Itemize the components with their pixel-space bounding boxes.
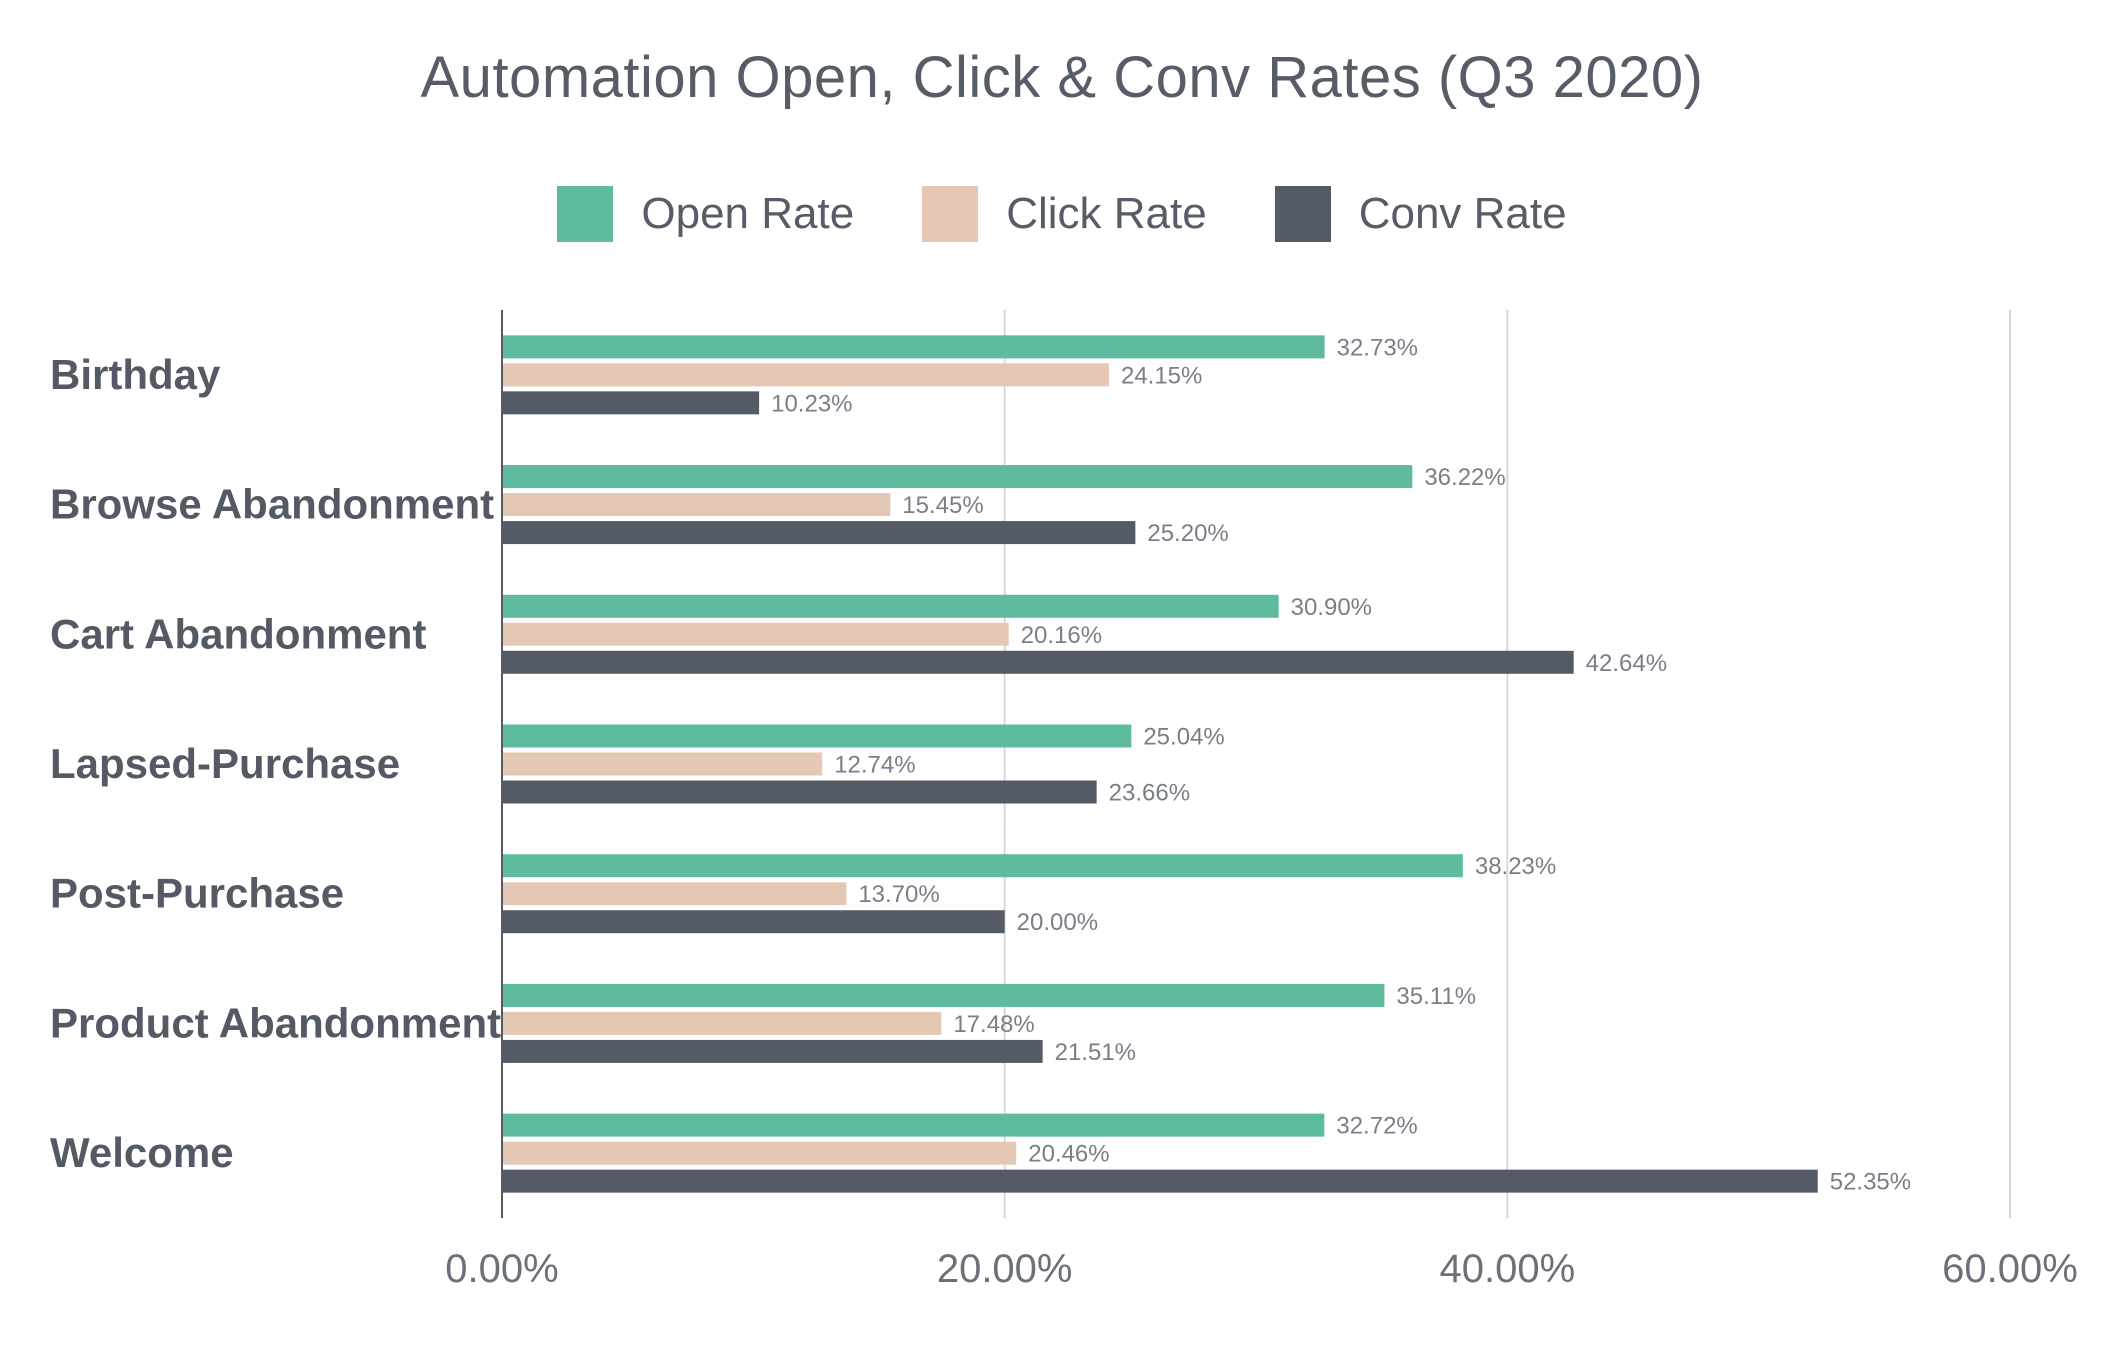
bar — [502, 854, 1463, 878]
x-tick-label: 0.00% — [445, 1247, 558, 1291]
legend-swatch — [1274, 186, 1331, 242]
bar — [502, 650, 1574, 674]
legend-label: Click Rate — [1006, 189, 1207, 238]
category-label: Cart Abandonment — [50, 610, 426, 657]
legend-item-3: Conv Rate — [1274, 186, 1567, 242]
data-label: 24.15% — [1121, 362, 1202, 389]
bar — [502, 882, 847, 906]
legend-swatch — [557, 186, 614, 242]
legend: Open Rate Click Rate Conv Rate — [0, 186, 2124, 242]
data-label: 38.23% — [1475, 853, 1556, 880]
bar — [502, 983, 1385, 1007]
bar — [502, 391, 760, 415]
data-label: 42.64% — [1586, 650, 1667, 677]
bar — [502, 493, 891, 517]
x-tick-label: 20.00% — [937, 1247, 1073, 1291]
category-label: Post-Purchase — [50, 870, 344, 917]
category-label: Lapsed-Purchase — [50, 740, 400, 787]
legend-swatch — [922, 186, 979, 242]
bar — [502, 363, 1109, 387]
data-label: 10.23% — [771, 390, 852, 417]
chart-title: Automation Open, Click & Conv Rates (Q3 … — [420, 45, 1704, 110]
bar — [502, 521, 1136, 545]
data-label: 35.11% — [1396, 983, 1476, 1010]
x-tick-label: 40.00% — [1439, 1247, 1575, 1291]
data-label: 15.45% — [902, 492, 983, 519]
category-label: Birthday — [50, 351, 221, 398]
data-label: 12.74% — [834, 752, 915, 779]
bar — [502, 724, 1132, 748]
data-label: 20.00% — [1017, 909, 1098, 936]
bar — [502, 594, 1279, 618]
category-label: Product Abandonment — [50, 999, 501, 1046]
bar — [502, 465, 1413, 489]
legend-item-2: Click Rate — [922, 186, 1207, 242]
data-label: 21.51% — [1055, 1039, 1136, 1066]
bar — [502, 1011, 942, 1035]
data-label: 30.90% — [1291, 594, 1372, 621]
bar — [502, 910, 1005, 934]
bar — [502, 1113, 1325, 1137]
data-label: 13.70% — [858, 881, 939, 908]
bar — [502, 1169, 1818, 1193]
bar — [502, 1039, 1043, 1063]
legend-label: Conv Rate — [1358, 189, 1567, 238]
legend-item-1: Open Rate — [557, 186, 854, 242]
bar — [502, 1141, 1017, 1165]
category-label: Browse Abandonment — [50, 481, 494, 528]
bar — [502, 335, 1325, 359]
data-label: 25.20% — [1147, 520, 1228, 547]
data-label: 32.72% — [1336, 1113, 1417, 1140]
x-tick-label: 60.00% — [1942, 1247, 2078, 1291]
bar — [502, 752, 823, 776]
data-label: 25.04% — [1143, 724, 1224, 751]
bar — [502, 780, 1097, 804]
bar — [502, 622, 1009, 646]
data-label: 20.46% — [1028, 1141, 1109, 1168]
data-label: 17.48% — [953, 1011, 1034, 1038]
data-label: 32.73% — [1337, 334, 1418, 361]
data-label: 20.16% — [1021, 622, 1102, 649]
data-label: 23.66% — [1109, 780, 1190, 807]
data-label: 36.22% — [1424, 464, 1505, 491]
category-label: Welcome — [50, 1129, 234, 1176]
legend-label: Open Rate — [641, 189, 855, 238]
data-label: 52.35% — [1830, 1169, 1911, 1196]
